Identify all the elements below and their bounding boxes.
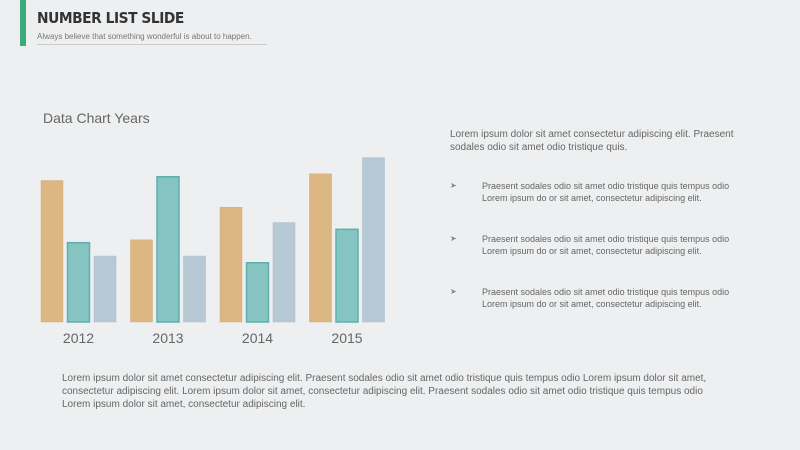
x-tick-label: 2012 [63, 330, 94, 346]
bullet-item: ➤ Praesent sodales odio sit amet odio tr… [450, 286, 750, 322]
bar-2014-series-1 [219, 207, 243, 323]
bullet-text: Praesent sodales odio sit amet odio tris… [482, 234, 730, 256]
bullet-text: Praesent sodales odio sit amet odio tris… [482, 181, 730, 203]
bar-2013-series-3 [183, 255, 206, 323]
bar-2015-series-2 [335, 228, 359, 323]
bullet-item: ➤ Praesent sodales odio sit amet odio tr… [450, 180, 750, 216]
bullet-list: ➤ Praesent sodales odio sit amet odio tr… [450, 180, 750, 339]
subtitle-divider [37, 44, 267, 45]
bar-2015-series-1 [309, 173, 332, 323]
footer-paragraph: Lorem ipsum dolor sit amet consectetur a… [62, 373, 707, 410]
bar-2012-series-2 [66, 241, 91, 323]
bar-2012-series-1 [40, 180, 64, 323]
x-tick-label: 2014 [242, 330, 273, 346]
bullet-text: Praesent sodales odio sit amet odio tris… [482, 287, 730, 309]
chart-title: Data Chart Years [43, 110, 150, 126]
arrow-icon: ➤ [450, 181, 457, 190]
slide-subtitle: Always believe that something wonderful … [37, 32, 252, 41]
arrow-icon: ➤ [450, 287, 457, 296]
arrow-icon: ➤ [450, 234, 457, 243]
slide-title: NUMBER LIST SLIDE [37, 9, 184, 27]
x-tick-label: 2015 [331, 330, 362, 346]
bullet-item: ➤ Praesent sodales odio sit amet odio tr… [450, 233, 750, 269]
bar-chart: 2012 2013 2014 2015 [40, 157, 385, 346]
bar-2014-series-3 [272, 222, 296, 323]
bar-2015-series-3 [362, 157, 385, 323]
title-accent-bar [20, 0, 26, 46]
bar-2013-series-1 [130, 239, 153, 323]
bar-2012-series-3 [93, 255, 117, 323]
bar-2014-series-2 [245, 262, 270, 323]
x-tick-label: 2013 [152, 330, 183, 346]
intro-paragraph: Lorem ipsum dolor sit amet consectetur a… [450, 129, 734, 153]
bar-2013-series-2 [156, 176, 180, 323]
